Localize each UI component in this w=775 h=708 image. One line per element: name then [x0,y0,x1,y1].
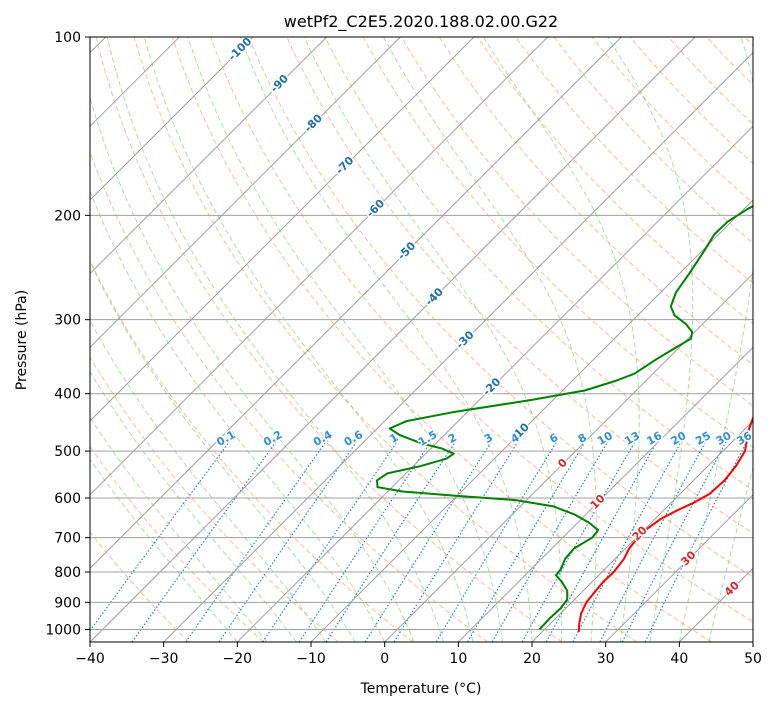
x-tick-label: −40 [75,651,105,667]
x-tick-label: 50 [744,651,762,667]
temperature-profile [577,415,753,633]
x-tick-label: 0 [380,651,389,667]
x-axis-label: Temperature (°C) [360,681,482,697]
moist-adiabat [383,37,597,642]
y-tick-label: 600 [54,491,81,507]
moist-adiabat [607,37,694,642]
mixing-ratio-line [298,440,432,642]
x-tick-label: 10 [449,651,467,667]
moist-adiabat [90,319,327,642]
plot-frame [89,36,754,643]
moist-adiabat [143,37,474,642]
isotherm-gridline [90,37,401,349]
moist-adiabat [482,37,640,642]
isotherm-gridline [384,272,753,642]
moist-adiabat [106,37,445,642]
isotherm-gridline [531,420,753,642]
dewpoint-profile [376,205,753,631]
y-tick-label: 300 [54,313,81,329]
isotherm-gridline [90,37,328,275]
moist-adiabat [90,189,386,642]
mixing-ratio-line [364,440,493,642]
y-tick-label: 700 [54,531,81,547]
isotherm-gridline [90,37,475,422]
isotherm-gridline [90,37,254,201]
mixing-ratio-line [325,440,457,642]
mixing-ratio-line [599,440,707,642]
y-tick-label: 800 [54,565,81,581]
y-tick-label: 200 [54,208,81,224]
dry-adiabat [515,37,753,284]
dry-adiabat [248,37,753,578]
y-tick-label: 1000 [45,622,81,638]
mixing-ratio-line [262,440,399,642]
isotherm-gridline [236,125,753,642]
isotherm-gridline [90,37,622,570]
x-tick-label: 40 [670,651,688,667]
plot-grid [90,37,753,642]
isotherm-gridline [90,37,696,642]
mixing-ratio-line [572,440,683,642]
isotherm-gridline [90,37,549,496]
mixing-ratio-line [218,440,358,642]
dry-adiabat [90,445,264,642]
dry-adiabat [95,37,563,642]
moist-adiabat [708,466,753,642]
mixing-ratio-line [621,440,728,642]
moist-adiabat [678,37,753,642]
moist-adiabat [90,416,268,642]
y-tick-label: 400 [54,387,81,403]
y-tick-label: 100 [54,30,81,46]
dry-adiabat [90,356,339,642]
moist-adiabat [90,458,238,642]
x-tick-label: −10 [296,651,326,667]
dry-adiabat [210,37,753,623]
mixing-ratio-line [185,440,328,642]
isotherm-gridline [457,346,753,642]
x-tick-label: 20 [523,651,541,667]
isotherm-gridline [163,51,753,642]
mixing-ratio-line [435,440,558,642]
mixing-ratio-line [467,440,587,642]
y-axis: 100 200 300 400 500 600 700 800 900 1000 [45,30,90,638]
x-tick-label: 30 [597,651,615,667]
x-tick-label: −20 [223,651,253,667]
dry-adiabat [90,150,488,642]
dry-adiabat [400,37,753,407]
chart-title: wetPf2_C2E5.2020.188.02.00.G22 [284,12,558,32]
y-tick-label: 500 [54,444,81,460]
isotherm-gridline [310,199,753,642]
sounding-curves [376,205,753,633]
dry-adiabat [133,37,638,642]
y-tick-label: 900 [54,595,81,611]
y-axis-label: Pressure (hPa) [14,290,30,390]
moist-adiabat [90,260,356,642]
dry-adiabat [324,37,753,491]
x-axis: −40 −30 −20 −10 0 10 20 30 40 50 [75,642,762,667]
mixing-ratio-line [491,440,609,642]
moist-adiabat [187,37,503,642]
isotherm-gridline [605,493,753,642]
dry-adiabat [90,531,190,642]
dry-adiabat [171,37,712,642]
moist-adiabat [239,37,533,642]
x-tick-label: −30 [149,651,179,667]
moist-adiabat [303,37,563,642]
dry-adiabat [438,37,753,366]
